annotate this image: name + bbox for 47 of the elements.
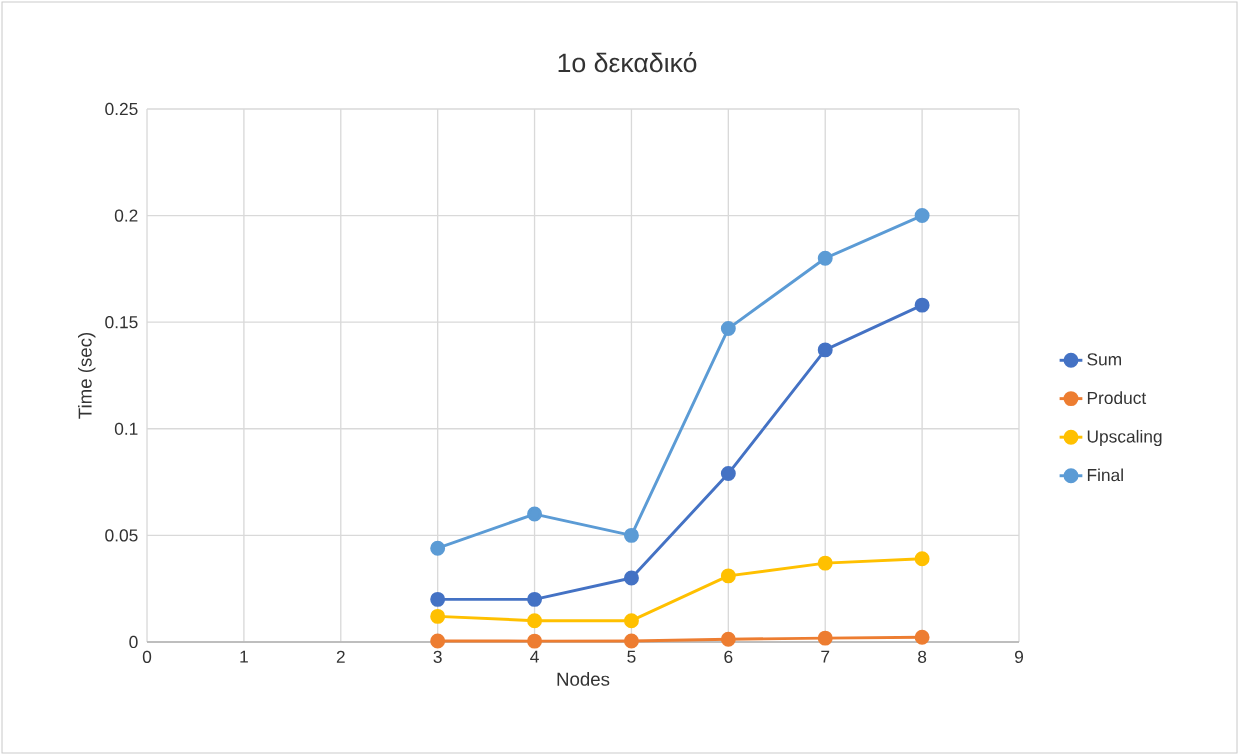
y-tick-label: 0	[129, 635, 138, 649]
point	[720, 321, 736, 337]
legend-label: Product	[1087, 391, 1147, 405]
point	[623, 613, 639, 629]
chart-title: 1ο δεκαδικό	[558, 51, 697, 73]
x-tick-label: 8	[918, 650, 927, 663]
y-tick-label: 0.25	[105, 102, 138, 116]
point	[430, 633, 446, 649]
legend-label: Final	[1087, 468, 1123, 482]
point	[430, 540, 446, 556]
legend-label: Sum	[1087, 353, 1121, 366]
x-tick-label: 1	[240, 650, 248, 663]
x-tick-label: 5	[627, 650, 636, 663]
x-tick-label: 7	[821, 650, 830, 663]
point	[527, 613, 543, 629]
y-tick-label: 0.1	[114, 422, 138, 435]
point	[817, 555, 833, 571]
y-tick-label: 0.05	[105, 529, 138, 542]
x-tick-label: 4	[530, 650, 539, 663]
x-tick-label: 9	[1014, 650, 1023, 663]
point	[817, 342, 833, 358]
point	[914, 297, 930, 313]
point	[817, 250, 833, 266]
x-tick-label: 6	[724, 650, 733, 663]
point	[623, 527, 639, 543]
x-tick-label: 0	[142, 650, 152, 663]
point	[623, 633, 639, 649]
point	[914, 208, 930, 224]
point	[720, 631, 736, 647]
y-tick-label: 0.2	[114, 209, 138, 222]
point	[720, 466, 736, 482]
y-axis-title: Time (sec)	[78, 332, 96, 419]
point	[914, 551, 930, 567]
y-tick-label: 0.15	[105, 316, 138, 329]
point	[430, 608, 446, 624]
x-axis-title: Nodes	[557, 672, 610, 686]
point	[817, 630, 833, 646]
point	[527, 591, 543, 607]
point	[527, 506, 543, 522]
x-tick-label: 3	[433, 650, 442, 663]
point	[914, 629, 930, 645]
legend-label: Upscaling	[1087, 429, 1162, 447]
point	[430, 591, 446, 607]
point	[527, 633, 543, 649]
x-tick-label: 2	[336, 650, 345, 663]
point	[720, 568, 736, 584]
point	[623, 570, 639, 586]
